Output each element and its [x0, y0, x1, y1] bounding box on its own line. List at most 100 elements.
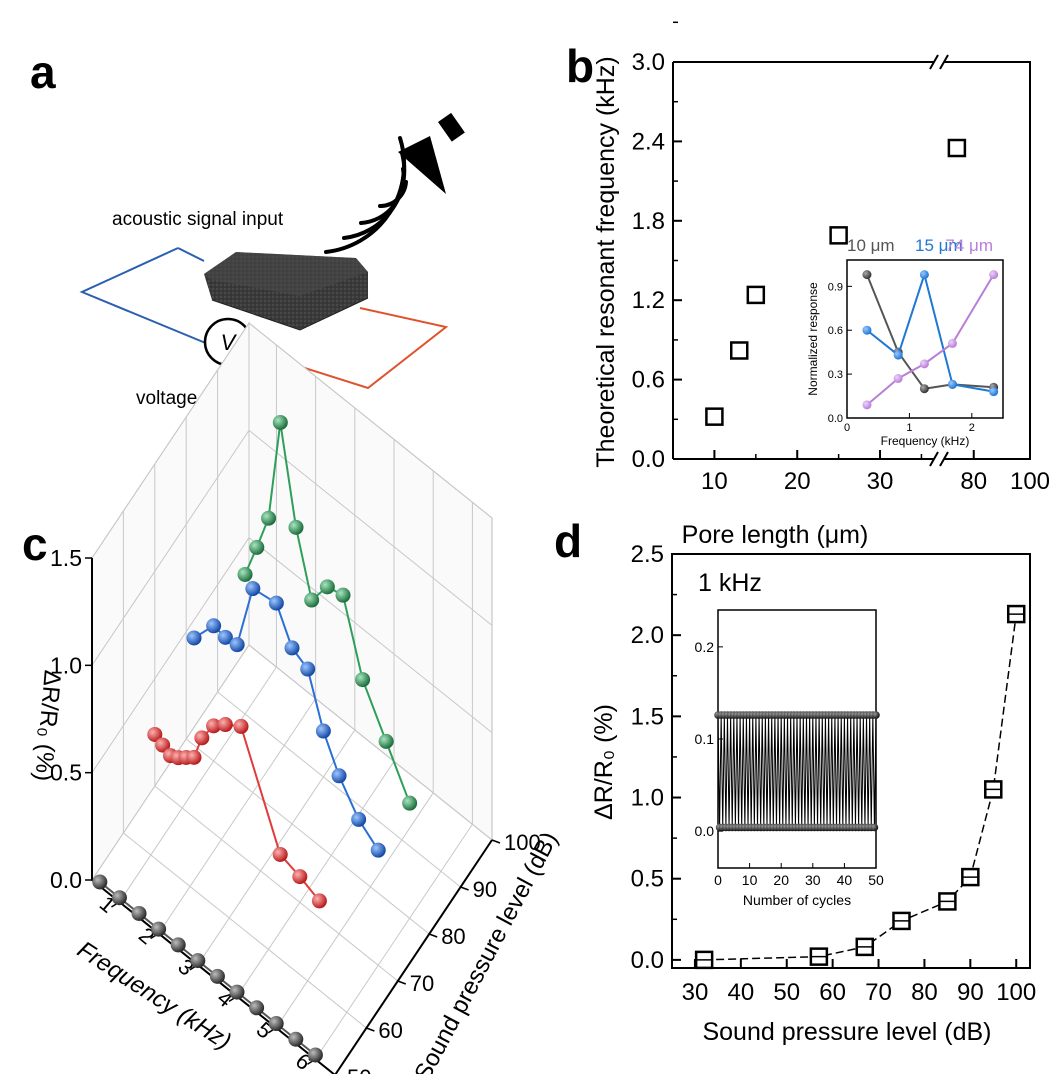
panel-b-data-point	[705, 407, 724, 426]
panel-d-inset-x-tick-label: 40	[837, 872, 853, 888]
panel-c-data-point	[261, 510, 277, 526]
panel-c-data-point	[229, 637, 245, 653]
panel-c-floor-gridline	[217, 691, 461, 888]
panel-c-data-point	[288, 519, 304, 535]
panel-d-x-tick-label: 50	[773, 979, 800, 1006]
panel-b-inset-y-tick-label: 0.3	[828, 369, 843, 381]
panel-b-data-point	[746, 285, 766, 305]
panel-c-y-axis	[334, 839, 493, 1074]
panel-c-data-point	[249, 1000, 265, 1016]
panel-c-data-point	[249, 539, 265, 555]
panel-c-y-tick	[397, 980, 407, 985]
panel-b-inset-data-point	[989, 270, 999, 280]
panel-c-data-point	[315, 723, 331, 739]
panel-c-data-point	[402, 795, 418, 811]
panel-c-floor-gridline	[197, 729, 356, 966]
panel-d-x-tick-label: 80	[911, 979, 938, 1006]
panel-b-x-tick-label: 80	[960, 468, 987, 495]
panel-d-inset-y-tick-label: 0.0	[695, 823, 715, 839]
panel-d-y-tick-label: 0.5	[631, 866, 664, 893]
panel-b-inset-y-tick-label: 0.9	[828, 281, 843, 293]
panel-c-y-tick	[460, 886, 469, 891]
panel-b-y-tick-label: 2.4	[632, 128, 665, 155]
panel-b-inset-data-point	[947, 379, 957, 389]
panel-c-data-point	[147, 726, 163, 742]
panel-d-x-axis-title: Sound pressure level (dB)	[702, 1018, 991, 1046]
panel-b-x-tick-label: 30	[867, 468, 894, 495]
panel-c-data-point	[355, 672, 371, 688]
panel-c-z-tick-label: 0.5	[50, 760, 82, 786]
panel-d-inset-x-tick-label: 20	[773, 872, 789, 888]
panel-c-floor-gridline	[123, 832, 367, 1029]
panel-b-data-point	[730, 341, 749, 360]
panel-c-data-point	[284, 640, 300, 656]
panel-b-inset-x-axis-title: Frequency (kHz)	[881, 434, 970, 448]
panel-b-inset-data-point	[947, 338, 957, 348]
panel-c-data-point	[319, 579, 335, 595]
panel-c-z-tick-label: 1.0	[50, 652, 82, 678]
panel-c-data-point	[331, 768, 347, 784]
panel-b-inset-x-tick-label: 0	[844, 422, 850, 434]
panel-c-y-tick	[491, 839, 501, 844]
panel-c-data-point	[206, 718, 222, 734]
panel-c-floor-gridline	[154, 785, 399, 982]
panel-c-data-point	[209, 968, 225, 984]
panel-d-inset-y-tick-label: 0.2	[695, 639, 715, 655]
panel-b-x-tick-label: 100	[1010, 468, 1050, 495]
panel-c-y-tick-label: 60	[378, 1018, 402, 1043]
panel-d-x-tick-label: 60	[819, 979, 846, 1006]
panel-c-data-point	[311, 893, 327, 909]
panel-c-data-point	[92, 874, 108, 890]
panel-d-inset-x-tick-label: 30	[805, 872, 821, 888]
panel-b-inset-y-tick-label: 0.0	[828, 413, 843, 425]
panel-b-x-axis-title: Pore length (μm)	[682, 521, 869, 549]
panel-b-inset-legend-entry: 15 μm	[915, 236, 963, 255]
panel-b-y-tick-label: 0.0	[632, 446, 665, 473]
speaker-icon	[398, 112, 465, 194]
panel-b-inset-y-tick-label: 0.6	[828, 325, 843, 337]
panel-c-data-point	[217, 629, 233, 645]
panel-c-data-point	[233, 718, 249, 734]
panel-label-a: a	[30, 46, 56, 98]
panel-d-inset-y-tick-label: 0.1	[695, 731, 715, 747]
panel-c-data-point	[304, 592, 320, 608]
panel-b-inset-data-point	[862, 325, 872, 335]
panel-c-data-point	[194, 730, 210, 746]
panel-c-data-point	[217, 717, 233, 733]
panel-c-data-point	[206, 618, 222, 634]
panel-b-data-point	[947, 138, 967, 158]
panel-b-inset-legend-entry: 74 μm	[945, 236, 993, 255]
panel-c-data-point	[307, 1047, 323, 1063]
panel-c-data-point	[378, 733, 394, 749]
panel-d-frame	[671, 553, 1031, 969]
panel-c-data-point	[155, 737, 171, 753]
panel-b-x-tick-label: 10	[701, 468, 728, 495]
panel-d-y-tick-label: 1.5	[631, 703, 664, 730]
panel-c-data-point	[170, 937, 186, 953]
panel-c-data-point	[268, 595, 284, 611]
panel-b-data-point	[829, 226, 848, 245]
panel-c-data-point	[151, 921, 167, 937]
panel-c-data-point	[370, 842, 386, 858]
panel-b-x-tick-label: 20	[784, 468, 811, 495]
panel-c-data-point	[186, 749, 202, 765]
panel-d-inset-x-tick-label: 50	[868, 872, 884, 888]
circuit-wires	[79, 247, 449, 390]
panel-c-back-wall	[248, 321, 493, 842]
panel-c-z-tick-label: 1.5	[50, 545, 82, 571]
acoustic-signal-label: acoustic signal input	[112, 209, 284, 230]
panel-c-data-point	[186, 630, 202, 646]
panel-c-floor-gridline	[185, 738, 430, 935]
panel-d-y-tick-label: 2.0	[631, 622, 664, 649]
panel-d-x-tick-label: 30	[682, 979, 709, 1006]
panel-c-data-point	[237, 566, 253, 582]
panel-c-data-point	[190, 953, 206, 969]
panel-c-y-tick-label: 70	[410, 971, 434, 996]
panel-c-data-point	[245, 581, 261, 597]
sound-waves-icon	[324, 136, 408, 254]
panel-d-inset-data-point	[872, 711, 880, 719]
panel-d-inset-x-tick-label: 10	[742, 872, 758, 888]
panel-c-data-point	[351, 811, 367, 827]
panel-d-chart: 0.00.51.01.52.02.530 40 50 60 70 80 90 100 ΔR/R…	[590, 541, 1036, 1046]
